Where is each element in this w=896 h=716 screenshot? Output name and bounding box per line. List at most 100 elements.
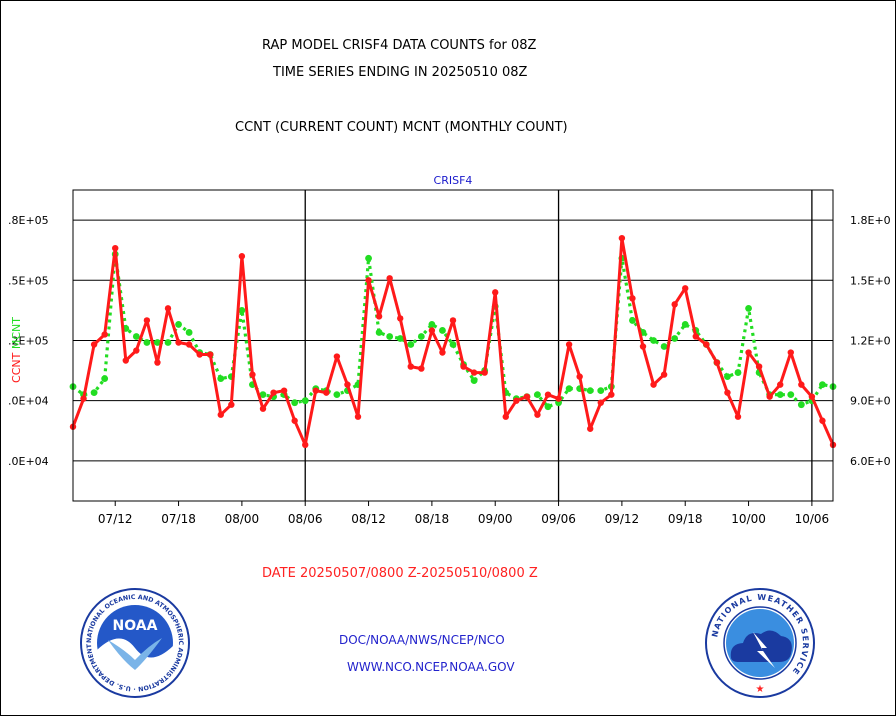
footer-url: WWW.NCO.NCEP.NOAA.GOV — [347, 660, 515, 674]
data-point-ccnt — [819, 417, 826, 424]
chart-title-line2: TIME SERIES ENDING IN 20250510 08Z — [273, 65, 528, 80]
data-point-mcnt — [238, 306, 246, 314]
data-point-mcnt — [534, 391, 541, 399]
data-point-ccnt — [80, 395, 87, 402]
data-point-ccnt — [323, 389, 330, 396]
data-point-ccnt — [164, 305, 172, 312]
data-point-ccnt — [333, 353, 341, 360]
data-point-mcnt — [301, 397, 309, 405]
data-point-mcnt — [217, 375, 225, 383]
data-point-ccnt — [386, 275, 393, 282]
data-point-ccnt — [597, 399, 604, 406]
data-point-mcnt — [185, 329, 193, 336]
data-point-ccnt — [608, 391, 615, 398]
x-tick-label: 08/18 — [415, 512, 450, 526]
x-tick-label: 07/18 — [161, 512, 196, 526]
data-point-mcnt — [671, 335, 679, 342]
data-point-ccnt — [312, 387, 319, 394]
data-point-mcnt — [776, 391, 784, 399]
y-tick-label-right: 1.2E+0 — [850, 334, 891, 347]
data-point-ccnt — [808, 393, 816, 400]
noaa-logo-text: NOAA — [113, 618, 158, 634]
y-tick-label-right: 1.5E+0 — [850, 274, 891, 287]
chart-title-line3: CCNT (CURRENT COUNT) MCNT (MONTHLY COUNT… — [235, 120, 568, 135]
data-point-ccnt — [439, 349, 446, 356]
y-tick-label-right: 9.0E+0 — [850, 395, 891, 408]
data-point-mcnt — [597, 387, 605, 395]
data-point-ccnt — [291, 417, 298, 424]
data-point-ccnt — [660, 371, 668, 378]
date-range-label: DATE 20250507/0800 Z-20250510/0800 Z — [262, 566, 538, 581]
data-point-ccnt — [565, 341, 573, 348]
x-tick-label: 08/06 — [288, 512, 323, 526]
data-point-mcnt — [544, 403, 552, 411]
data-point-mcnt — [365, 254, 372, 262]
data-point-ccnt — [185, 341, 193, 348]
data-point-ccnt — [90, 341, 98, 348]
data-point-ccnt — [629, 295, 636, 302]
y-tick-label-left: .0E+04 — [8, 455, 49, 468]
data-point-ccnt — [492, 289, 499, 296]
data-point-ccnt — [713, 359, 721, 366]
data-point-ccnt — [344, 381, 351, 388]
data-point-ccnt — [587, 425, 594, 432]
data-point-ccnt — [650, 381, 657, 388]
y-tick-label-right: 1.8E+0 — [850, 214, 891, 227]
y-tick-label-left: .0E+04 — [8, 395, 49, 408]
y-axis-title-ccnt: CCNT — [10, 349, 23, 383]
data-point-mcnt — [724, 373, 731, 380]
data-point-ccnt — [302, 441, 309, 449]
data-point-ccnt — [375, 313, 383, 320]
data-point-ccnt — [407, 363, 414, 370]
data-point-ccnt — [513, 397, 520, 404]
data-point-ccnt — [502, 413, 509, 420]
data-point-mcnt — [333, 391, 341, 399]
data-point-mcnt — [396, 335, 404, 342]
data-point-ccnt — [755, 363, 763, 370]
y-tick-label-left: .8E+05 — [8, 214, 49, 227]
data-point-ccnt — [671, 301, 678, 308]
data-point-ccnt — [196, 351, 203, 358]
data-point-mcnt — [428, 321, 436, 328]
data-point-mcnt — [164, 339, 172, 346]
data-point-mcnt — [787, 391, 795, 399]
data-point-mcnt — [375, 329, 383, 336]
x-tick-label: 10/06 — [795, 512, 830, 526]
data-point-ccnt — [777, 381, 784, 388]
data-point-ccnt — [745, 349, 752, 356]
data-point-ccnt — [259, 405, 267, 412]
data-point-ccnt — [228, 401, 235, 408]
data-point-ccnt — [122, 357, 129, 364]
data-point-mcnt — [154, 339, 161, 346]
data-point-mcnt — [175, 321, 182, 328]
data-point-ccnt — [576, 373, 583, 380]
data-point-ccnt — [618, 234, 626, 242]
noaa-logo: NOAA NATIONAL OCEANIC AND ATMOSPHERIC AD… — [80, 588, 190, 698]
data-point-ccnt — [418, 365, 425, 372]
data-point-mcnt — [90, 389, 98, 397]
y-axis-title: CCNT MCNT — [10, 317, 23, 383]
y-tick-label-left: .2E+05 — [8, 334, 49, 347]
data-point-mcnt — [734, 369, 742, 376]
data-point-ccnt — [280, 387, 288, 394]
x-tick-label: 08/12 — [351, 512, 386, 526]
data-point-mcnt — [565, 385, 573, 393]
data-point-mcnt — [650, 337, 657, 344]
nws-logo: NATIONAL WEATHER SERVICE ★ — [705, 588, 815, 698]
data-point-ccnt — [238, 253, 246, 260]
data-point-mcnt — [470, 377, 478, 385]
data-point-ccnt — [143, 317, 151, 324]
data-point-ccnt — [449, 317, 457, 324]
data-point-mcnt — [681, 321, 689, 328]
data-point-ccnt — [470, 369, 478, 376]
x-tick-label: 07/12 — [98, 512, 133, 526]
data-point-ccnt — [734, 413, 742, 420]
data-point-ccnt — [523, 393, 531, 400]
x-tick-label: 09/12 — [605, 512, 640, 526]
data-point-ccnt — [207, 351, 214, 358]
data-point-mcnt — [132, 333, 140, 340]
data-point-ccnt — [534, 411, 541, 418]
data-point-ccnt — [270, 389, 277, 396]
data-point-ccnt — [798, 381, 805, 388]
